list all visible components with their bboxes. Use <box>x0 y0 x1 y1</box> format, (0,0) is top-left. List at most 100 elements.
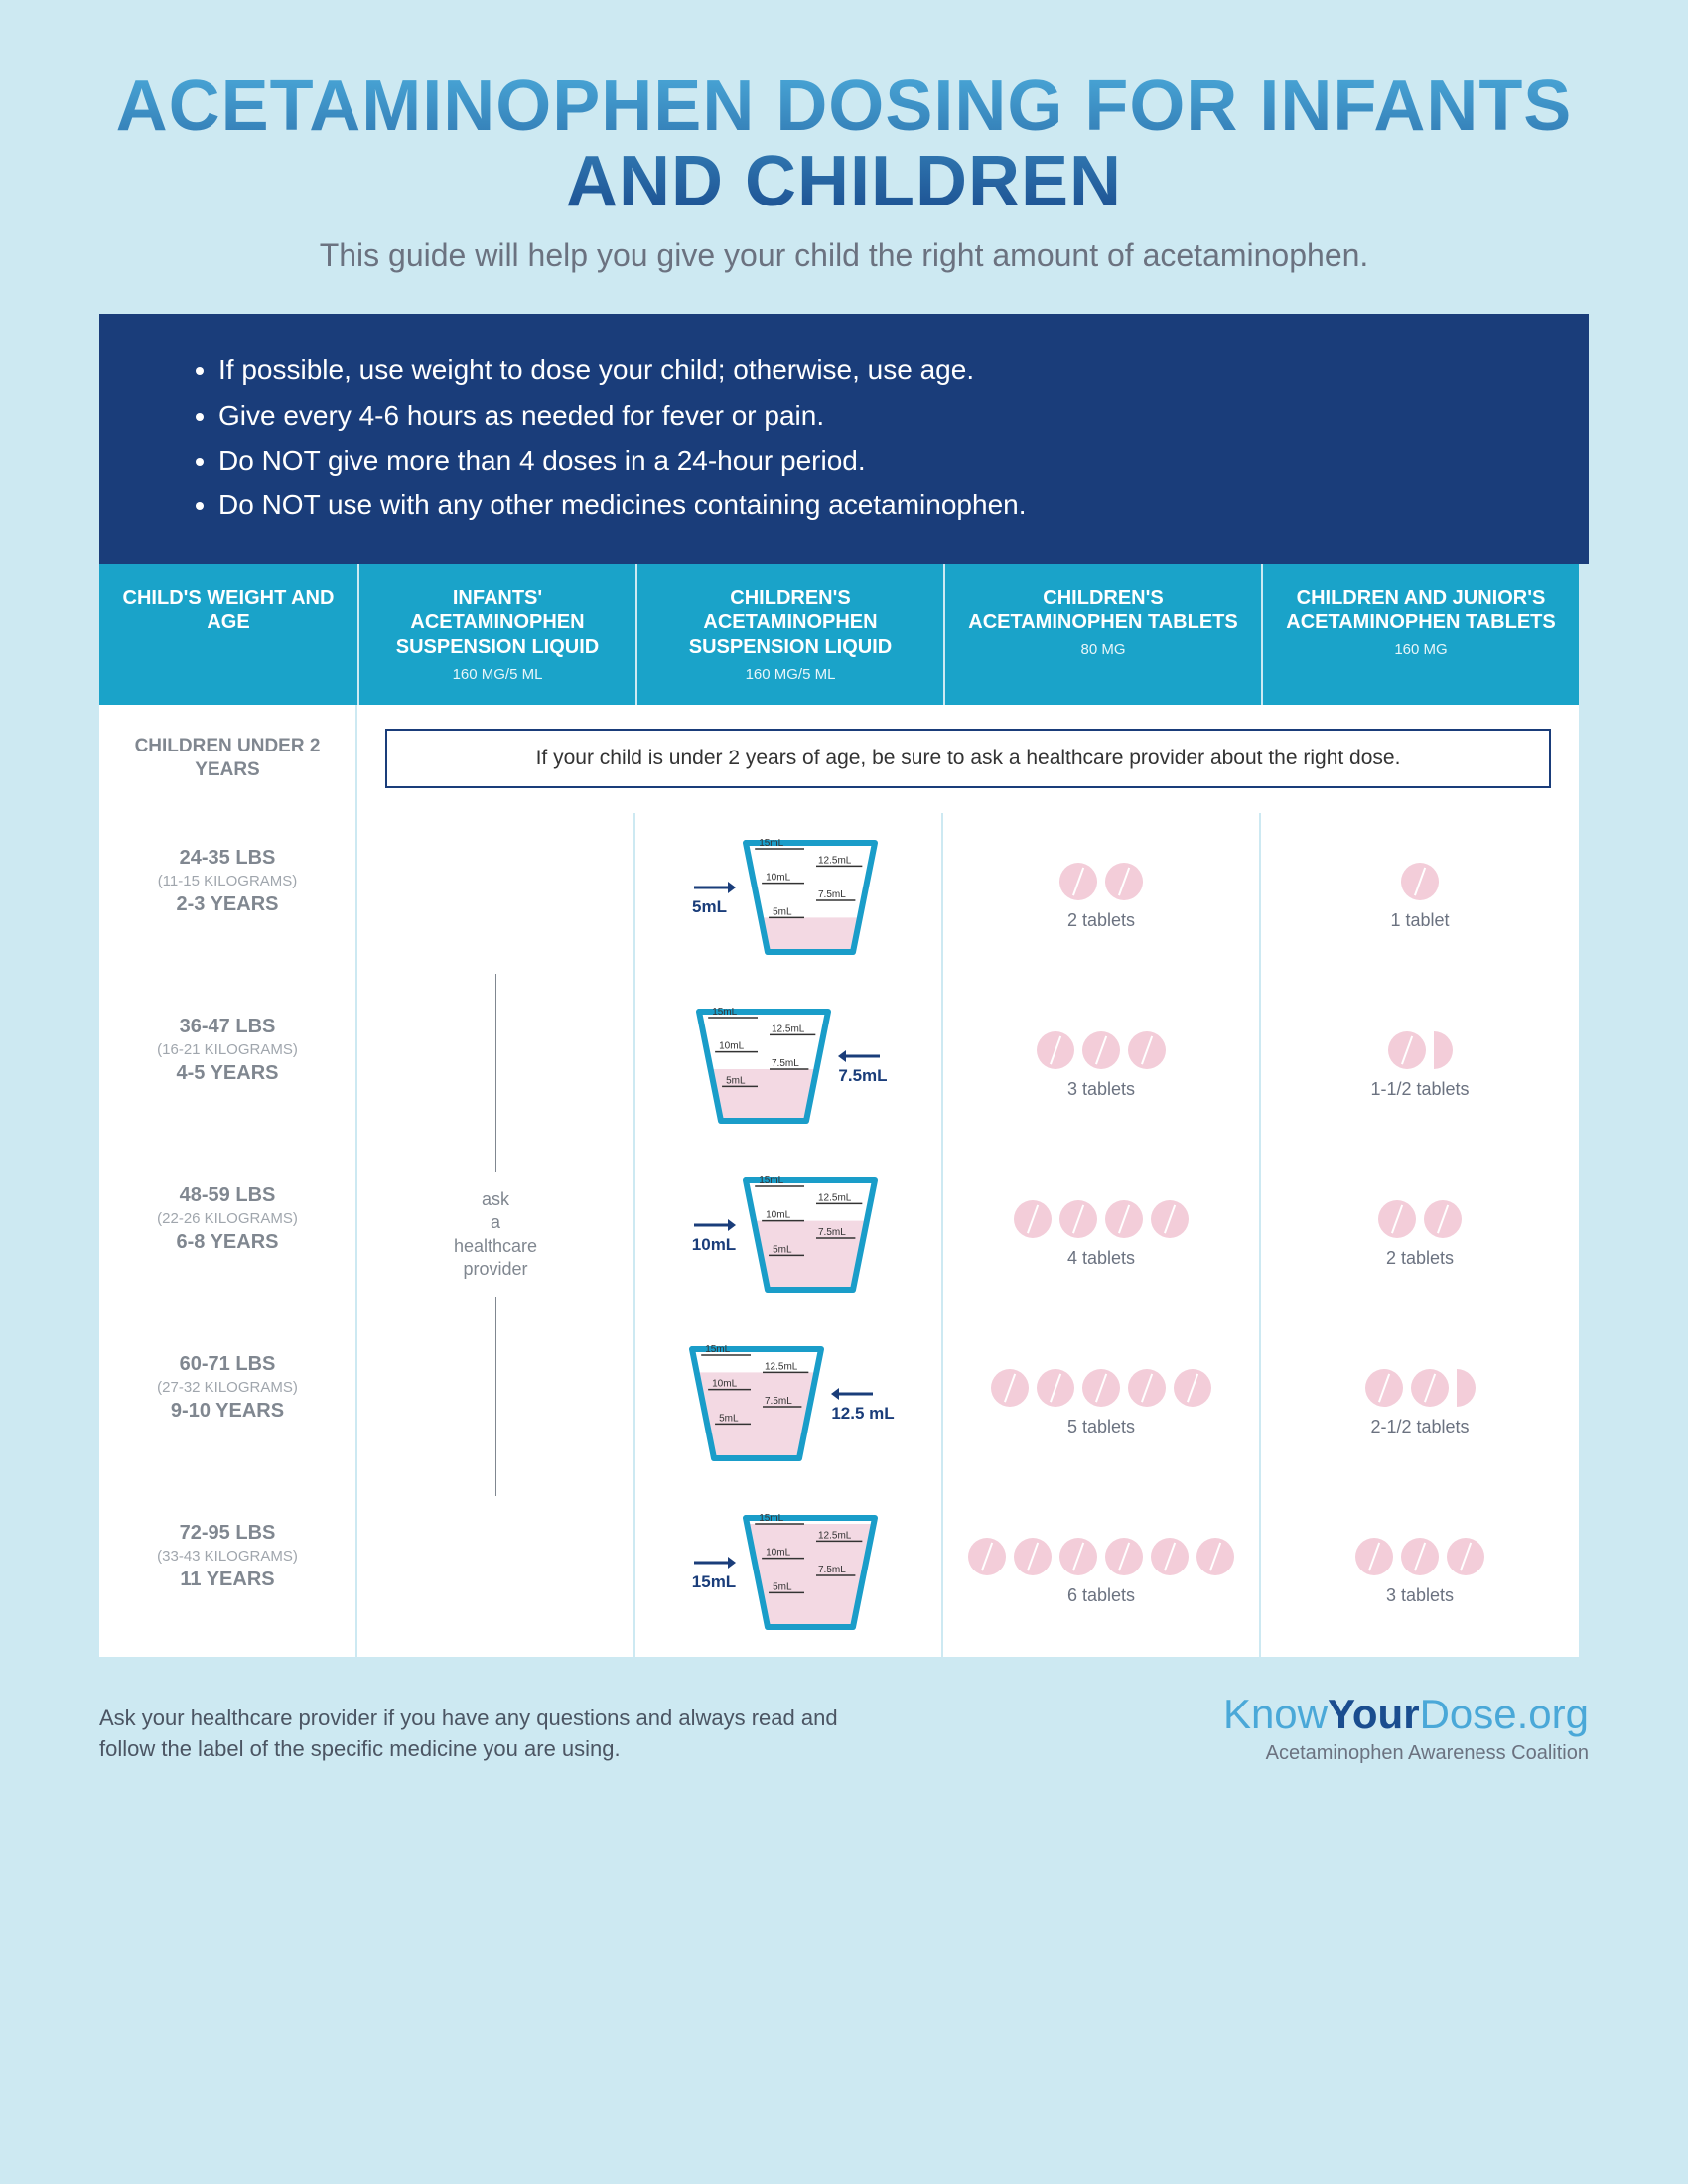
row-label: 72-95 LBS(33-43 KILOGRAMS)11 YEARS <box>99 1488 357 1657</box>
tip-item: Do NOT give more than 4 doses in a 24-ho… <box>218 439 1529 481</box>
col-header-junior-tablets: CHILDREN AND JUNIOR'S ACETAMINOPHEN TABL… <box>1261 564 1579 705</box>
page-subtitle: This guide will help you give your child… <box>99 237 1589 274</box>
tablet-count-label: 3 tablets <box>1067 1079 1135 1100</box>
cell-liquid-dose: 15mL10mL5mL12.5mL7.5mL 12.5 mL <box>635 1319 943 1488</box>
tablet-icon <box>1401 1538 1439 1575</box>
tablet-icon <box>1128 1031 1166 1069</box>
tips-box: If possible, use weight to dose your chi… <box>99 314 1589 564</box>
brand-part2: Dose <box>1420 1691 1517 1737</box>
brand-part1: Know <box>1223 1691 1328 1737</box>
svg-text:12.5mL: 12.5mL <box>772 1024 805 1034</box>
svg-text:12.5mL: 12.5mL <box>818 855 852 866</box>
svg-text:7.5mL: 7.5mL <box>818 889 846 900</box>
tablet-icon <box>1151 1538 1189 1575</box>
tablet-half-icon <box>1457 1369 1476 1407</box>
dose-arrow-label: 12.5 mL <box>831 1384 894 1424</box>
cell-tablets-80mg: 4 tablets <box>943 1151 1261 1319</box>
cell-tablets-80mg: 5 tablets <box>943 1319 1261 1488</box>
col-header-child-tablets-title: CHILDREN'S ACETAMINOPHEN TABLETS <box>968 587 1237 633</box>
col-header-child-liquid-title: CHILDREN'S ACETAMINOPHEN SUSPENSION LIQU… <box>689 587 892 658</box>
tablet-icon <box>1411 1369 1449 1407</box>
row-label: 48-59 LBS(22-26 KILOGRAMS)6-8 YEARS <box>99 1151 357 1319</box>
tablet-count-label: 2-1/2 tablets <box>1370 1417 1469 1437</box>
tablet-count-label: 1-1/2 tablets <box>1370 1079 1469 1100</box>
brand-tagline: Acetaminophen Awareness Coalition <box>1223 1742 1589 1765</box>
brand-bold: Your <box>1328 1691 1420 1737</box>
cell-tablets-160mg: 1 tablet <box>1261 813 1579 982</box>
cell-tablets-160mg: 1-1/2 tablets <box>1261 982 1579 1151</box>
svg-text:12.5mL: 12.5mL <box>818 1530 852 1541</box>
tablet-icon <box>1388 1031 1426 1069</box>
col-header-infants-title: INFANTS' ACETAMINOPHEN SUSPENSION LIQUID <box>396 587 599 658</box>
svg-text:12.5mL: 12.5mL <box>818 1192 852 1203</box>
brand-suffix: .org <box>1517 1691 1589 1737</box>
tablet-icon <box>1401 863 1439 900</box>
tablet-half-icon <box>1434 1031 1453 1069</box>
tablet-icon <box>1082 1369 1120 1407</box>
tablet-icon <box>1355 1538 1393 1575</box>
cell-tablets-80mg: 6 tablets <box>943 1488 1261 1657</box>
tablet-icon <box>1059 1538 1097 1575</box>
cell-liquid-dose: 15mL 15mL10mL5mL12.5mL7.5mL <box>635 1488 943 1657</box>
tablet-icon <box>991 1369 1029 1407</box>
tablet-count-label: 2 tablets <box>1386 1248 1454 1269</box>
col-header-child-tablets-meta: 80 MG <box>955 641 1251 660</box>
tablet-icon <box>1059 1200 1097 1238</box>
page-title: ACETAMINOPHEN DOSING FOR INFANTS AND CHI… <box>99 69 1589 219</box>
row-label-under2: CHILDREN UNDER 2 YEARS <box>99 705 357 813</box>
tablet-icon <box>1014 1538 1052 1575</box>
col-header-infants: INFANTS' ACETAMINOPHEN SUSPENSION LIQUID… <box>357 564 635 705</box>
dose-arrow-label: 7.5mL <box>838 1046 887 1086</box>
cell-tablets-160mg: 2 tablets <box>1261 1151 1579 1319</box>
tip-item: If possible, use weight to dose your chi… <box>218 348 1529 391</box>
tablet-count-label: 3 tablets <box>1386 1585 1454 1606</box>
tip-item: Give every 4-6 hours as needed for fever… <box>218 394 1529 437</box>
svg-text:15mL: 15mL <box>706 1344 731 1355</box>
dosing-cup-icon: 15mL10mL5mL12.5mL7.5mL <box>736 1508 885 1637</box>
dose-arrow-label: 15mL <box>692 1553 736 1592</box>
cell-liquid-dose: 10mL 15mL10mL5mL12.5mL7.5mL <box>635 1151 943 1319</box>
col-header-junior-tablets-meta: 160 MG <box>1273 641 1569 660</box>
tablet-icon <box>1365 1369 1403 1407</box>
svg-text:7.5mL: 7.5mL <box>772 1058 799 1069</box>
tablet-icon <box>1196 1538 1234 1575</box>
svg-text:10mL: 10mL <box>766 1210 790 1221</box>
dosing-table: CHILD'S WEIGHT AND AGE INFANTS' ACETAMIN… <box>99 564 1589 1657</box>
tablet-icon <box>1128 1369 1166 1407</box>
dosing-cup-icon: 15mL10mL5mL12.5mL7.5mL <box>689 1002 838 1131</box>
svg-text:5mL: 5mL <box>726 1075 746 1086</box>
cell-tablets-80mg: 2 tablets <box>943 813 1261 982</box>
tablet-icon <box>1037 1369 1074 1407</box>
dose-arrow-label: 5mL <box>692 878 736 917</box>
svg-text:10mL: 10mL <box>712 1379 737 1390</box>
dose-arrow-label: 10mL <box>692 1215 736 1255</box>
cell-tablets-160mg: 2-1/2 tablets <box>1261 1319 1579 1488</box>
footer-brand: KnowYourDose.org Acetaminophen Awareness… <box>1223 1691 1589 1765</box>
infants-provider-note: askahealthcareprovider <box>357 813 635 1657</box>
svg-text:12.5mL: 12.5mL <box>765 1361 798 1372</box>
svg-text:10mL: 10mL <box>766 873 790 884</box>
tablet-icon <box>1378 1200 1416 1238</box>
row-label: 60-71 LBS(27-32 KILOGRAMS)9-10 YEARS <box>99 1319 357 1488</box>
tablet-icon <box>1059 863 1097 900</box>
col-header-weight-age: CHILD'S WEIGHT AND AGE <box>99 564 357 705</box>
tablet-icon <box>1082 1031 1120 1069</box>
svg-text:15mL: 15mL <box>759 838 783 849</box>
tablet-icon <box>1014 1200 1052 1238</box>
svg-text:10mL: 10mL <box>766 1548 790 1559</box>
tablet-icon <box>1151 1200 1189 1238</box>
tablet-count-label: 6 tablets <box>1067 1585 1135 1606</box>
tablet-icon <box>1174 1369 1211 1407</box>
col-header-child-liquid: CHILDREN'S ACETAMINOPHEN SUSPENSION LIQU… <box>635 564 943 705</box>
tablet-count-label: 1 tablet <box>1390 910 1449 931</box>
cell-liquid-dose: 5mL 15mL10mL5mL12.5mL7.5mL <box>635 813 943 982</box>
dosing-cup-icon: 15mL10mL5mL12.5mL7.5mL <box>736 833 885 962</box>
col-header-infants-meta: 160 MG/5 ML <box>369 666 626 685</box>
dosing-cup-icon: 15mL10mL5mL12.5mL7.5mL <box>682 1339 831 1468</box>
svg-text:15mL: 15mL <box>759 1175 783 1186</box>
svg-text:7.5mL: 7.5mL <box>818 1227 846 1238</box>
tablet-icon <box>1424 1200 1462 1238</box>
tip-item: Do NOT use with any other medicines cont… <box>218 483 1529 526</box>
dosing-cup-icon: 15mL10mL5mL12.5mL7.5mL <box>736 1170 885 1299</box>
svg-text:7.5mL: 7.5mL <box>765 1396 792 1407</box>
